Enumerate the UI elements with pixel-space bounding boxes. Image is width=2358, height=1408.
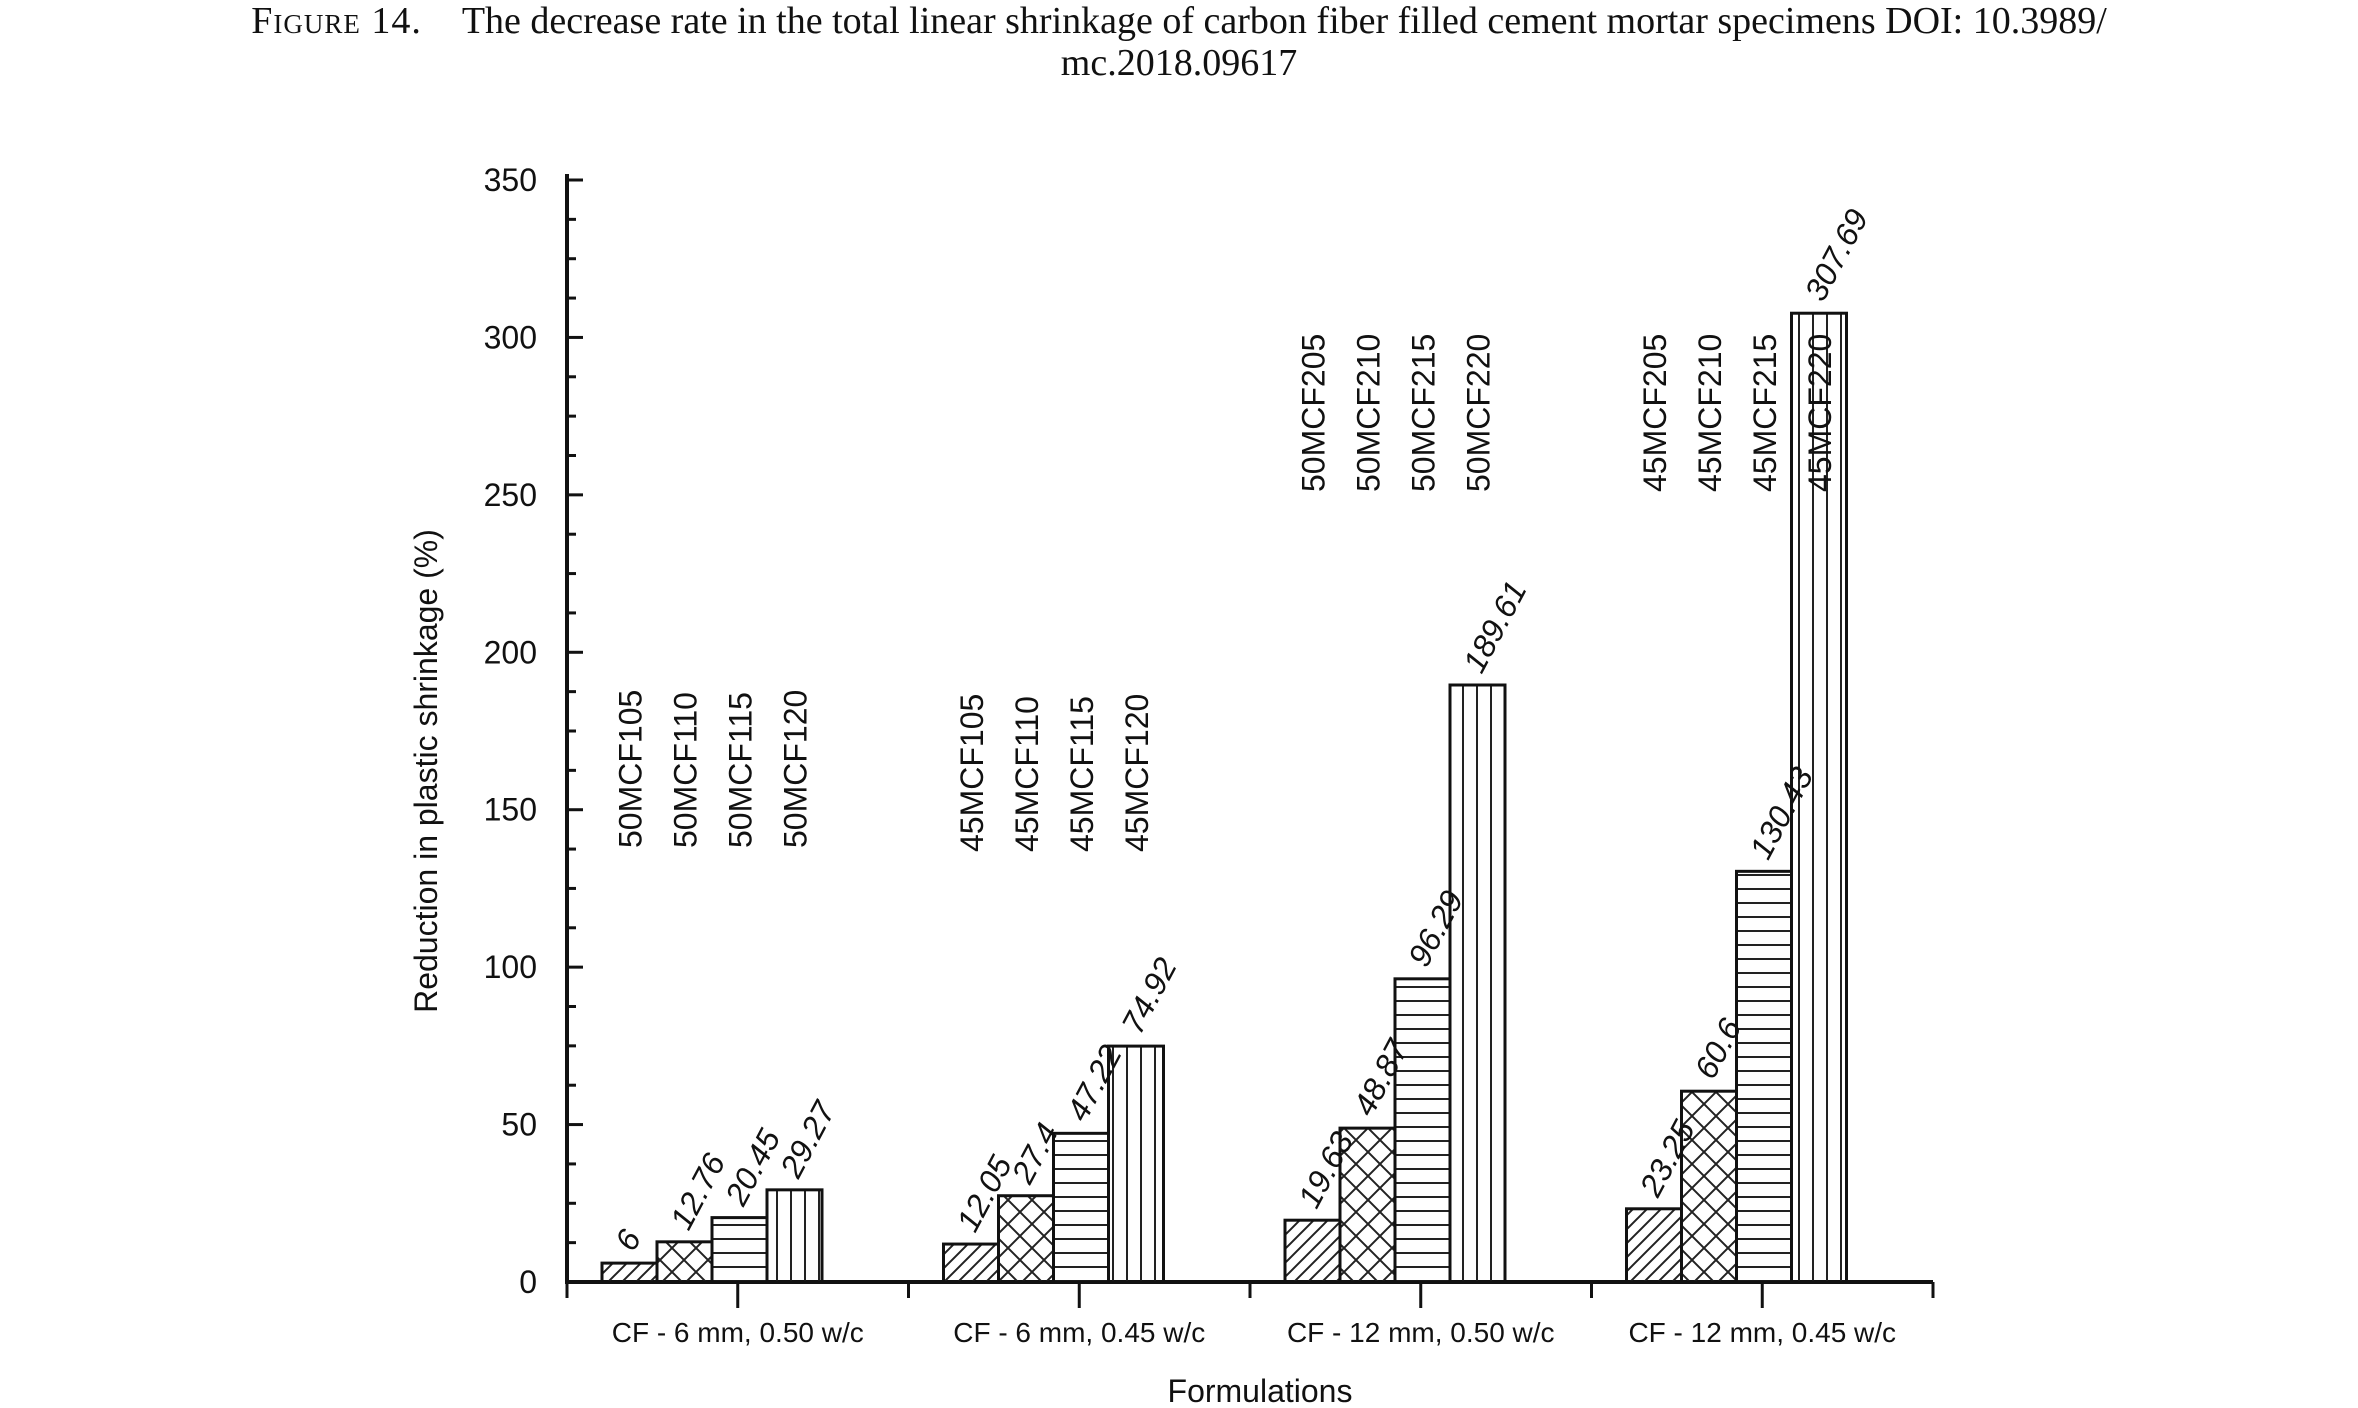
y-tick-label: 350	[484, 162, 537, 198]
bar	[600, 1261, 659, 1284]
bar-name-label: 45MCF215	[1747, 334, 1783, 492]
bar-name-label: 50MCF105	[613, 690, 649, 848]
bar	[1790, 311, 1848, 1284]
bar	[710, 1216, 769, 1284]
caption-text: The decrease rate in the total linear sh…	[461, 0, 2107, 42]
bars	[600, 311, 1848, 1284]
bar	[1448, 683, 1507, 1284]
bar	[655, 1240, 714, 1284]
bar-name-label: 45MCF110	[1009, 696, 1045, 852]
bar	[1107, 1044, 1165, 1284]
bar-name-label: 45MCF120	[1119, 694, 1155, 852]
y-tick-label: 100	[484, 949, 537, 985]
y-tick-label: 250	[484, 477, 537, 513]
caption-line-1: Figure 14. The decrease rate in the total…	[0, 0, 2358, 42]
y-tick-label: 50	[501, 1107, 537, 1143]
x-axis-title: Formulations	[1168, 1373, 1353, 1408]
bar-name-label: 45MCF115	[1064, 696, 1100, 852]
bar	[942, 1242, 1000, 1284]
bar	[1283, 1218, 1342, 1284]
bar	[1338, 1126, 1397, 1284]
data-label: 74.92	[1114, 952, 1183, 1040]
bar	[1393, 977, 1452, 1284]
labels: 0 50 100 150 200 250 300 350 CF - 6 mm, 0.50 w/c…	[408, 162, 1896, 1408]
y-axis-title: Reduction in plastic shrinkage (%)	[408, 529, 444, 1013]
figure-caption: Figure 14. The decrease rate in the total…	[0, 0, 2358, 84]
bar-name-label: 50MCF110	[668, 692, 704, 848]
caption-line-2: mc.2018.09617	[1060, 42, 1298, 84]
x-group-label: CF - 12 mm, 0.45 w/c	[1628, 1317, 1896, 1348]
bar	[1680, 1089, 1738, 1284]
bar-name-label: 50MCF205	[1296, 334, 1332, 492]
bar	[1052, 1131, 1110, 1284]
bar-name-label: 50MCF210	[1351, 334, 1387, 492]
data-label: 307.69	[1797, 203, 1875, 306]
bar-name-label: 50MCF115	[723, 692, 759, 848]
x-group-label: CF - 6 mm, 0.50 w/c	[612, 1317, 864, 1348]
bar-name-label: 45MCF210	[1692, 334, 1728, 492]
data-label: 6	[608, 1224, 648, 1257]
data-label: 189.61	[1456, 575, 1534, 678]
bar-name-label: 50MCF220	[1461, 334, 1497, 492]
y-tick-label: 300	[484, 319, 537, 355]
y-tick-label: 150	[484, 792, 537, 828]
bar-name-label: 50MCF215	[1406, 334, 1442, 492]
x-group-label: CF - 6 mm, 0.45 w/c	[953, 1317, 1205, 1348]
bar	[1735, 869, 1793, 1284]
bar-name-label: 45MCF105	[954, 694, 990, 852]
bar	[997, 1194, 1055, 1284]
figure-label: Figure 14.	[251, 0, 422, 42]
y-tick-label: 0	[519, 1264, 537, 1300]
bar	[1625, 1207, 1683, 1284]
y-tick-label: 200	[484, 634, 537, 670]
x-group-label: CF - 12 mm, 0.50 w/c	[1287, 1317, 1555, 1348]
bar-name-label: 45MCF205	[1637, 334, 1673, 492]
bar	[765, 1188, 824, 1284]
bar-name-label: 50MCF120	[778, 690, 814, 848]
bar-name-label: 45MCF220	[1802, 334, 1838, 492]
